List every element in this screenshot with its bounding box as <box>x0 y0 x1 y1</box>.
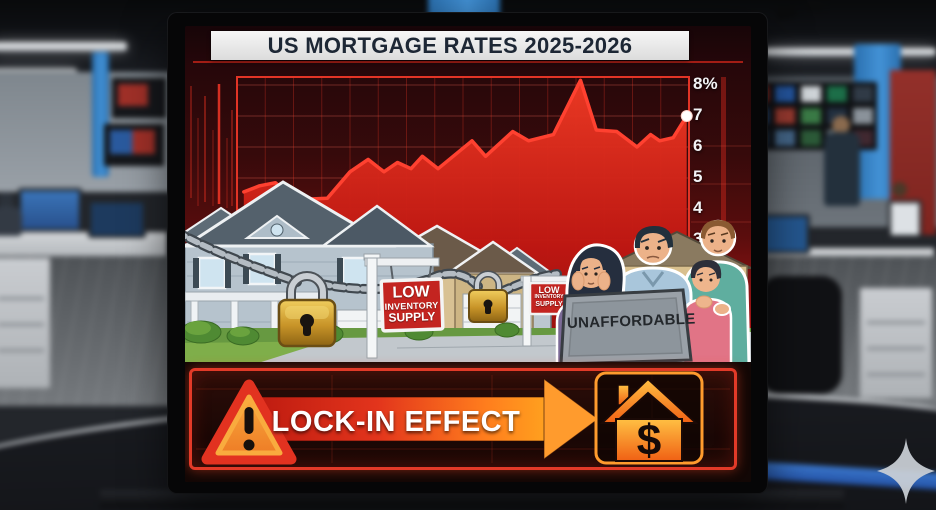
right-arrow-icon <box>235 378 599 460</box>
desk-monitor <box>18 188 82 232</box>
background-person <box>892 182 907 197</box>
warning-triangle-icon <box>201 379 297 465</box>
desk-drawers <box>0 258 50 388</box>
sign-post <box>520 275 570 347</box>
comforting-hand <box>713 302 731 316</box>
page-title: US MORTGAGE RATES 2025-2026 <box>211 31 689 60</box>
low-inventory-sign-small: LOW INVENTORY SUPPLY <box>531 285 567 308</box>
desk-drawers <box>860 288 932 398</box>
sign-line: SUPPLY <box>388 309 436 325</box>
dollar-symbol: $ <box>637 416 661 465</box>
right-axis-stripe <box>721 77 726 359</box>
sign-line: LOW <box>538 285 560 295</box>
family-illustration <box>555 219 751 366</box>
four-point-star-icon <box>877 438 935 504</box>
neighborhood-illustration <box>185 180 751 366</box>
screen-graphic: US MORTGAGE RATES 2025-2026 <box>185 26 751 482</box>
desk-monitor <box>88 200 146 238</box>
background-person <box>0 206 22 236</box>
background-person <box>0 192 14 208</box>
sign-post <box>363 253 445 359</box>
lock-in-effect-banner: $ LOCK-IN EFFECT <box>189 368 737 470</box>
windows <box>193 252 375 290</box>
office-chair <box>760 276 842 394</box>
lock-in-effect-label: LOCK-IN EFFECT <box>271 406 521 438</box>
desk-monitor <box>888 200 922 238</box>
ceiling-light <box>0 68 77 74</box>
background-person <box>832 116 850 134</box>
padlock-icon <box>468 270 508 323</box>
wall-tv <box>104 124 164 166</box>
laptop <box>559 288 693 366</box>
left-ticker-decor <box>190 84 233 208</box>
ceiling-light <box>764 48 936 56</box>
wall-tv <box>112 78 166 118</box>
rate-line <box>242 78 689 202</box>
current-rate-dot <box>680 110 693 122</box>
padlock-icon <box>277 271 337 348</box>
banner-graphics: $ <box>196 371 730 465</box>
lower-third-zone: $ LOCK-IN EFFECT <box>185 362 751 482</box>
ceiling-light <box>0 42 127 51</box>
tv-stand-table <box>100 490 844 508</box>
studio-screen: US MORTGAGE RATES 2025-2026 <box>168 13 767 493</box>
sign-line: SUPPLY <box>535 300 563 308</box>
house-dollar-icon: $ <box>594 371 704 465</box>
low-inventory-sign-large: LOW INVENTORY SUPPLY <box>381 283 441 325</box>
background-person <box>824 132 860 206</box>
sign-line: INVENTORY <box>534 294 564 301</box>
